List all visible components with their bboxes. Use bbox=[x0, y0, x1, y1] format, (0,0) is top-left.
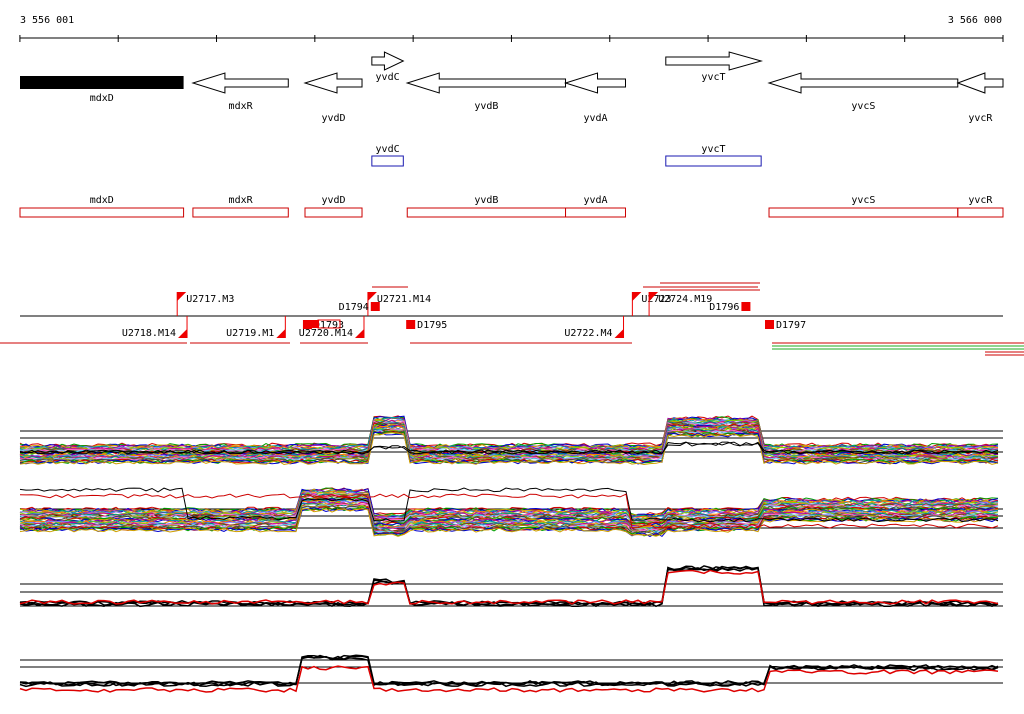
terminator-label: D1797 bbox=[776, 320, 806, 331]
gene-arrow bbox=[20, 76, 184, 89]
promoter-flag bbox=[632, 292, 642, 301]
expression-profile bbox=[19, 415, 999, 449]
gene-arrow bbox=[956, 72, 1004, 94]
expression-profile bbox=[19, 416, 999, 450]
cds-box bbox=[957, 207, 1004, 218]
cds-box bbox=[565, 207, 626, 218]
cds-label: yvdB bbox=[474, 195, 498, 206]
promoter-flag bbox=[276, 329, 286, 338]
expression-profile bbox=[19, 566, 999, 607]
cds-box bbox=[19, 207, 185, 218]
expression-track bbox=[19, 415, 1003, 693]
expression-profile bbox=[19, 565, 999, 606]
noncoding-box bbox=[371, 155, 404, 167]
terminator-mark bbox=[765, 320, 775, 329]
terminator-label: D1795 bbox=[417, 320, 447, 331]
promoter-label: U2724.M19 bbox=[658, 294, 712, 305]
expression-profile bbox=[19, 655, 999, 688]
gene-arrow bbox=[665, 51, 764, 71]
promoter-flag bbox=[614, 329, 624, 338]
cds-label: yvcR bbox=[968, 195, 993, 206]
promoter-flag bbox=[649, 292, 659, 301]
expression-profile bbox=[19, 488, 999, 519]
expression-profile bbox=[19, 487, 999, 523]
promoter-label: U2723 bbox=[641, 294, 671, 305]
promoter-label: U2718.M14 bbox=[122, 328, 176, 339]
promoter-flag bbox=[178, 329, 188, 338]
terminator-label: D1796 bbox=[709, 302, 739, 313]
cds-box bbox=[192, 207, 289, 218]
expression-profile bbox=[19, 506, 998, 536]
expression-profile bbox=[19, 493, 999, 523]
noncoding-label: yvdC bbox=[376, 144, 400, 155]
gene-label: yvcT bbox=[701, 72, 725, 83]
cds-box bbox=[768, 207, 959, 218]
gene-label: yvdA bbox=[583, 113, 607, 124]
gene-label: yvdC bbox=[376, 72, 400, 83]
gene-arrow bbox=[303, 72, 363, 94]
expression-profile bbox=[19, 655, 999, 687]
expression-profile bbox=[19, 506, 999, 537]
cds-label: yvdA bbox=[583, 195, 607, 206]
expression-profile bbox=[19, 430, 999, 464]
gene-label: yvcR bbox=[968, 113, 993, 124]
noncoding-label: yvcT bbox=[701, 144, 725, 155]
expression-profile bbox=[19, 665, 999, 693]
ruler-end-label: 3 566 000 bbox=[948, 15, 1002, 26]
cds-track: mdxD mdxR yvdD yvdB yvdA yvcS yvcR bbox=[19, 195, 1004, 218]
cds-box bbox=[304, 207, 363, 218]
gene-arrow bbox=[191, 72, 289, 94]
expression-profile bbox=[19, 566, 999, 608]
terminator-label: D1794 bbox=[339, 302, 369, 313]
expression-profile bbox=[19, 416, 999, 449]
terminator-mark bbox=[370, 302, 380, 311]
gene-track: mdxD mdxR yvdD yvdC yvdB yvdA yvcT yvcS yvcR bbox=[20, 51, 1004, 124]
terminator-mark bbox=[406, 320, 416, 329]
terminator-mark bbox=[317, 319, 341, 329]
promoter-label: U2721.M14 bbox=[377, 294, 431, 305]
promoter-flag bbox=[177, 292, 187, 301]
gene-arrow bbox=[563, 72, 626, 94]
expression-profile bbox=[19, 488, 999, 518]
gene-label: mdxD bbox=[90, 93, 114, 104]
promoter-label: U2722.M4 bbox=[564, 328, 612, 339]
terminator-label: D1793 bbox=[314, 320, 344, 331]
noncoding-track: yvdC yvcT bbox=[371, 144, 762, 167]
gene-arrow bbox=[371, 51, 405, 71]
gene-label: mdxR bbox=[229, 101, 254, 112]
promoter-label: U2719.M1 bbox=[226, 328, 274, 339]
promoter-flag bbox=[367, 292, 377, 301]
cds-box bbox=[406, 207, 567, 218]
gene-arrow bbox=[405, 72, 567, 94]
cds-label: mdxR bbox=[229, 195, 254, 206]
expression-profile bbox=[19, 503, 999, 534]
cds-label: yvcS bbox=[851, 195, 875, 206]
ruler-start-label: 3 556 001 bbox=[20, 15, 74, 26]
noncoding-box bbox=[665, 155, 762, 167]
cds-label: yvdD bbox=[321, 195, 345, 206]
expression-profile bbox=[19, 432, 999, 466]
expression-profile bbox=[19, 431, 999, 465]
gene-label: yvdB bbox=[474, 101, 498, 112]
gene-label: yvdD bbox=[321, 113, 345, 124]
promoter-label: U2720.M14 bbox=[299, 328, 353, 339]
expression-profile bbox=[19, 441, 999, 455]
expression-profile bbox=[19, 569, 999, 605]
expression-profile bbox=[19, 494, 999, 524]
terminator-mark bbox=[303, 320, 319, 328]
promoter-flag bbox=[354, 329, 364, 338]
terminator-mark bbox=[741, 302, 751, 311]
gene-label: yvcS bbox=[851, 101, 875, 112]
cds-label: mdxD bbox=[90, 195, 114, 206]
promoter-label: U2717.M3 bbox=[186, 294, 234, 305]
gene-arrow bbox=[767, 72, 959, 94]
regulatory-track: U2717.M3 U2718.M14 U2719.M1 U2720.M14 U2721.… bbox=[0, 282, 1024, 356]
coordinate-ruler: 3 556 001 3 566 000 bbox=[19, 15, 1004, 42]
expression-profile bbox=[19, 493, 999, 529]
